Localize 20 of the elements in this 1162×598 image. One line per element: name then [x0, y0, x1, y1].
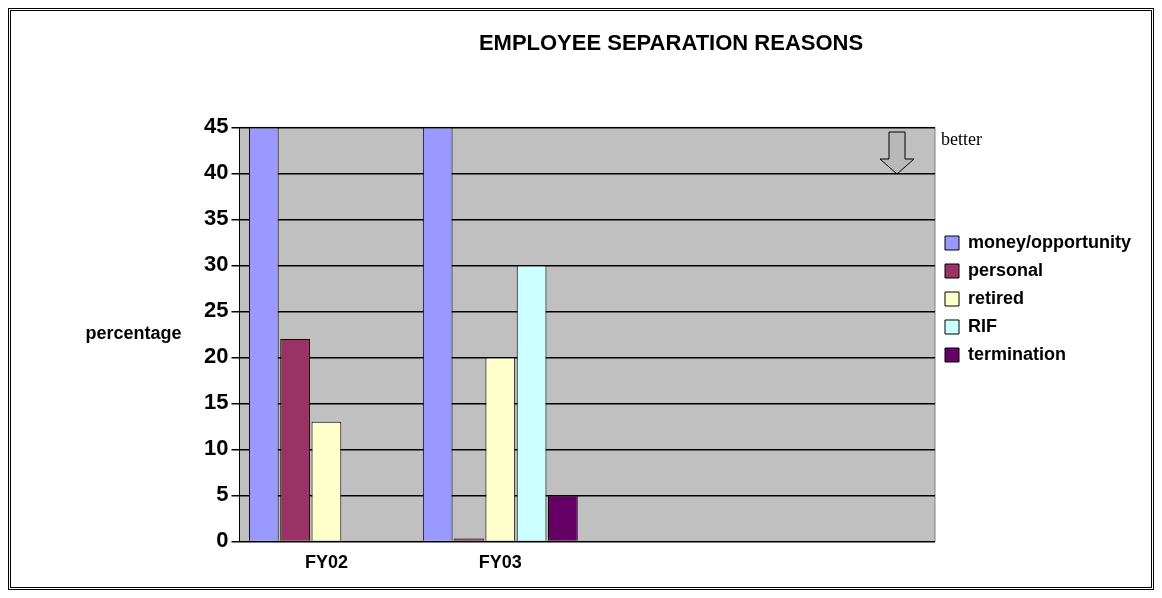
y-axis-title: percentage	[85, 323, 182, 344]
x-tick-label: FY03	[478, 552, 522, 573]
y-tick-label: 35	[203, 205, 229, 231]
x-tick-label: FY02	[304, 552, 348, 573]
y-tick-label: 0	[216, 527, 229, 553]
legend-label: termination	[968, 343, 1067, 364]
y-tick-label: 25	[203, 297, 229, 323]
y-tick-label: 10	[203, 435, 229, 461]
chart-title: EMPLOYEE SEPARATION REASONS	[478, 30, 864, 56]
legend-label: retired	[968, 287, 1025, 308]
legend-label: personal	[968, 259, 1044, 280]
y-tick-label: 5	[216, 481, 229, 507]
legend-label: money/opportunity	[968, 231, 1132, 252]
y-tick-label: 15	[203, 389, 229, 415]
y-tick-label: 45	[203, 113, 229, 139]
y-tick-label: 20	[203, 343, 229, 369]
y-tick-label: 40	[203, 159, 229, 185]
y-tick-label: 30	[203, 251, 229, 277]
legend-label: RIF	[968, 315, 998, 336]
text: better	[941, 129, 982, 150]
